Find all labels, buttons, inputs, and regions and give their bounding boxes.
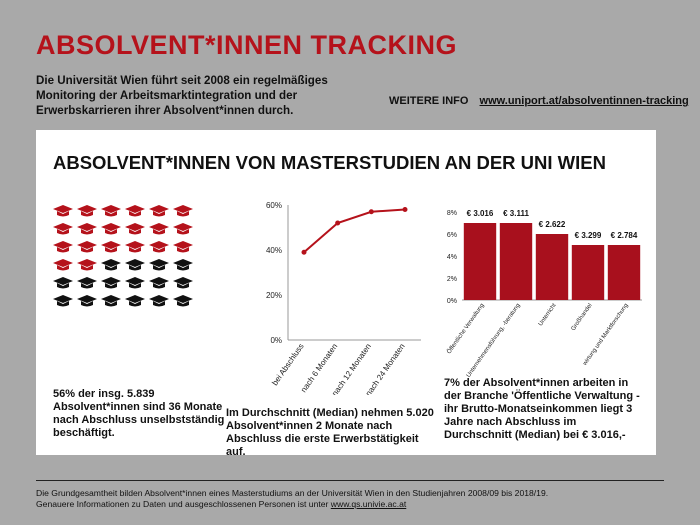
- footer-text: Die Grundgesamtheit bilden Absolvent*inn…: [36, 488, 676, 510]
- x-tick-label: bei Abschluss: [270, 342, 305, 387]
- footer-divider: [36, 480, 664, 481]
- graduation-cap-icon: [77, 259, 97, 271]
- x-tick-label: nach 6 Monaten: [299, 342, 339, 394]
- y-tick-label: 40%: [266, 246, 282, 255]
- graduation-cap-icon: [53, 205, 73, 217]
- footer-link[interactable]: www.qs.univie.ac.at: [330, 499, 407, 509]
- graduation-cap-icon: [77, 223, 97, 235]
- y-tick-label: 0%: [270, 336, 282, 345]
- graduation-cap-icon: [125, 223, 145, 235]
- cap-row: [53, 277, 198, 289]
- graduation-cap-icon: [149, 223, 169, 235]
- x-tick-label: Unterricht: [538, 302, 558, 327]
- graduation-cap-icon: [53, 223, 73, 235]
- bar: [607, 245, 641, 300]
- graduation-cap-icon: [149, 241, 169, 253]
- infographic-panel: ABSOLVENT*INNEN VON MASTERSTUDIEN AN DER…: [36, 130, 656, 458]
- graduation-cap-icon: [173, 277, 193, 289]
- panel-title: ABSOLVENT*INNEN VON MASTERSTUDIEN AN DER…: [53, 152, 606, 173]
- y-tick-label: 6%: [447, 232, 457, 239]
- y-tick-label: 4%: [447, 254, 457, 261]
- graduation-cap-icon: [173, 223, 193, 235]
- stat-income-text: 7% der Absolvent*innen arbeiten in der B…: [444, 377, 640, 441]
- data-point: [301, 249, 307, 255]
- graduation-cap-icon: [101, 241, 121, 253]
- x-tick-label: Großhandel: [571, 303, 594, 332]
- stat-employment-text: 56% der insg. 5.839 Absolvent*innen sind…: [53, 388, 225, 439]
- footer-line1: Die Grundgesamtheit bilden Absolvent*inn…: [36, 488, 549, 498]
- graduation-cap-icon: [101, 277, 121, 289]
- y-tick-label: 60%: [266, 201, 282, 210]
- graduation-cap-icon: [101, 205, 121, 217]
- graduation-cap-icon: [77, 295, 97, 307]
- graduation-cap-icon: [149, 277, 169, 289]
- intro-text: Die Universität Wien führt seit 2008 ein…: [36, 74, 328, 117]
- graduation-cap-icon: [125, 259, 145, 271]
- graduation-cap-icon: [77, 277, 97, 289]
- more-info-label: WEITERE INFO: [389, 95, 469, 107]
- cap-row: [53, 295, 198, 307]
- graduation-cap-icon: [53, 277, 73, 289]
- data-point: [368, 209, 374, 215]
- graduation-cap-icon: [149, 295, 169, 307]
- graduation-cap-icon: [173, 205, 193, 217]
- page-title: ABSOLVENT*INNEN TRACKING: [36, 30, 458, 60]
- graduation-cap-icon: [173, 259, 193, 271]
- footer-line2: Genauere Informationen zu Daten und ausg…: [36, 499, 329, 509]
- series-line: [303, 208, 406, 254]
- graduation-cap-icon: [77, 241, 97, 253]
- y-tick-label: 20%: [266, 291, 282, 300]
- bar: [499, 223, 533, 300]
- bar-value-label: € 3.299: [575, 231, 602, 240]
- y-tick-label: 0%: [447, 298, 457, 305]
- bar: [535, 234, 569, 300]
- more-info: WEITERE INFO www.uniport.at/absolventinn…: [389, 95, 689, 107]
- graduation-cap-icon: [173, 295, 193, 307]
- graduation-cap-icon: [149, 259, 169, 271]
- more-info-link[interactable]: www.uniport.at/absolventinnen-tracking: [479, 95, 689, 107]
- graduation-cap-icon: [101, 295, 121, 307]
- graduation-cap-icon: [53, 295, 73, 307]
- graduation-cap-icon: [101, 223, 121, 235]
- cap-row: [53, 205, 198, 217]
- x-tick-label: Öffentliche Verwaltung: [446, 302, 486, 355]
- graduation-cap-icon: [101, 259, 121, 271]
- graduation-cap-icon: [125, 241, 145, 253]
- y-tick-label: 2%: [447, 276, 457, 283]
- graduation-cap-icon: [53, 259, 73, 271]
- bar-value-label: € 2.622: [539, 220, 566, 229]
- cap-row: [53, 241, 198, 253]
- bar-value-label: € 3.016: [467, 209, 494, 218]
- data-point: [402, 207, 408, 212]
- cap-row: [53, 259, 198, 271]
- graduation-cap-icon: [125, 205, 145, 217]
- y-tick-label: 8%: [447, 210, 457, 217]
- cap-row: [53, 223, 198, 235]
- graduation-cap-icon: [77, 205, 97, 217]
- bar-value-label: € 2.784: [611, 231, 638, 240]
- data-point: [335, 220, 341, 226]
- bar-value-label: € 3.111: [503, 209, 529, 218]
- bar: [463, 223, 497, 300]
- graduation-cap-icon: [125, 295, 145, 307]
- graduation-cap-icon: [125, 277, 145, 289]
- graduate-cap-grid: [53, 205, 198, 313]
- graduation-cap-icon: [53, 241, 73, 253]
- stat-first-job-text: Im Durchschnitt (Median) nehmen 5.020 Ab…: [226, 407, 434, 458]
- graduation-cap-icon: [149, 205, 169, 217]
- bar: [571, 245, 605, 300]
- income-bar-chart: 0% 2% 4% 6% 8% € 3.016 Öffentliche Verwaltung €…: [446, 209, 642, 377]
- graduation-cap-icon: [173, 241, 193, 253]
